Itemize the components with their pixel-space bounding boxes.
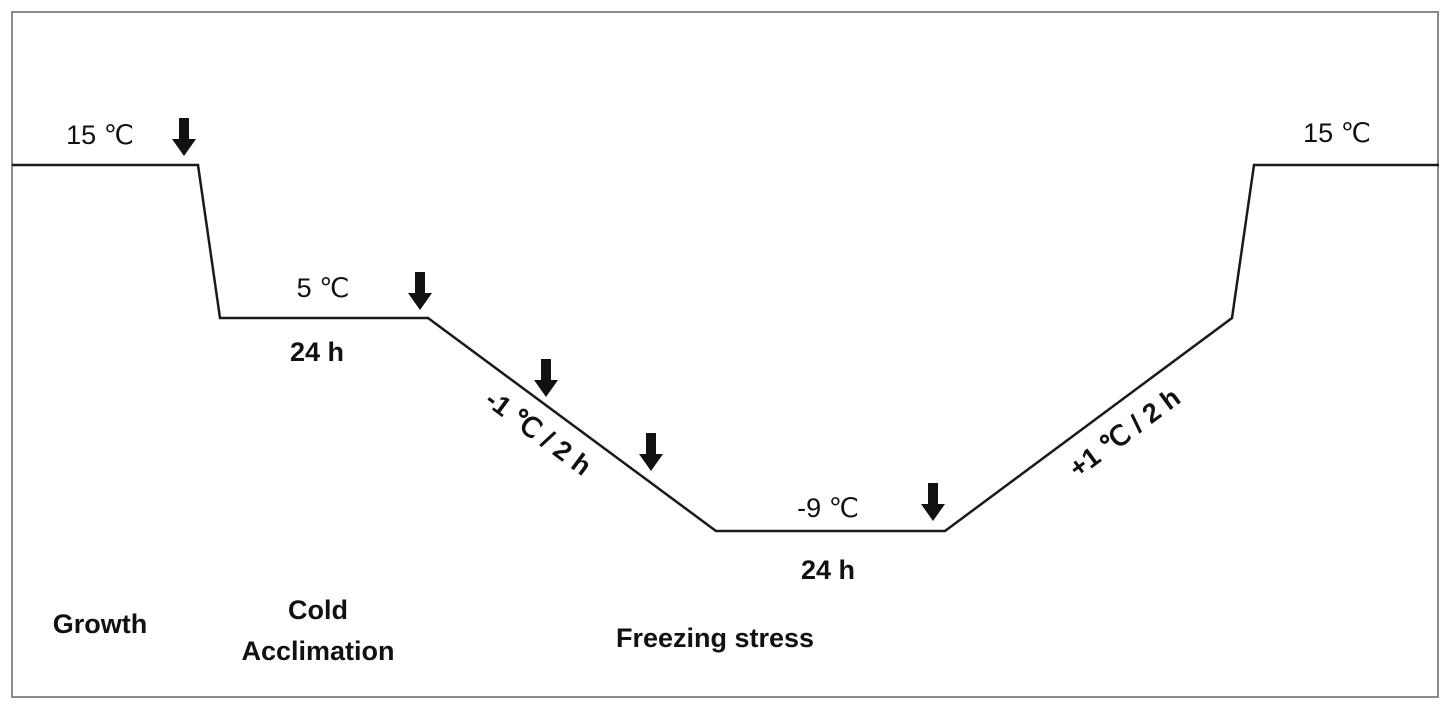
temp-label-start: 15 ℃ <box>66 120 134 150</box>
sampling-arrow-icon <box>921 483 945 521</box>
phase-label-growth: Growth <box>53 609 148 639</box>
duration-label-acclimation: 24 h <box>290 337 344 367</box>
phase-label-cold-line2: Acclimation <box>241 636 394 666</box>
phase-label-cold-line1: Cold <box>288 595 348 625</box>
sampling-arrow-icon <box>534 359 558 397</box>
temperature-profile-line <box>12 163 1439 533</box>
sampling-arrow-icon <box>172 118 196 156</box>
temp-label-acclimation: 5 ℃ <box>297 273 350 303</box>
temp-label-freezing: -9 ℃ <box>797 493 859 523</box>
temp-label-end: 15 ℃ <box>1303 118 1371 148</box>
phase-label-freezing: Freezing stress <box>616 623 814 653</box>
sampling-arrow-icon <box>639 433 663 471</box>
diagram-frame <box>11 11 1439 698</box>
sampling-arrow-icon <box>408 272 432 310</box>
duration-label-freezing: 24 h <box>801 555 855 585</box>
